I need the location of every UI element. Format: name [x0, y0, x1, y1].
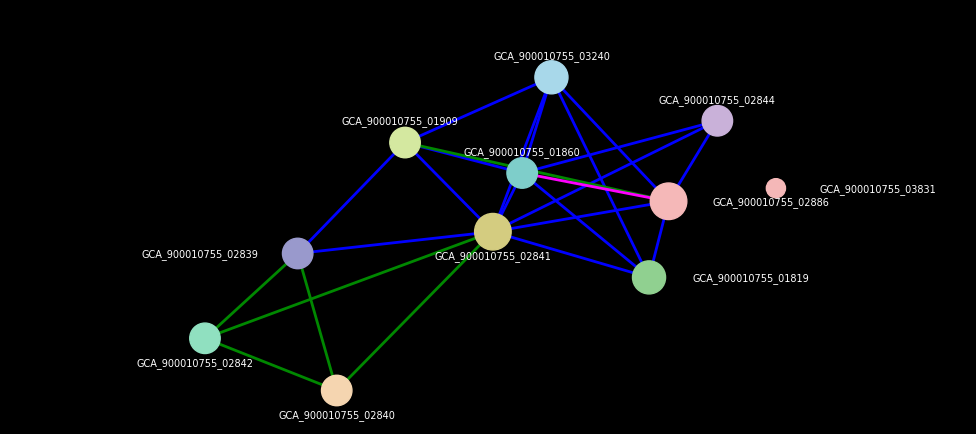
Ellipse shape [535, 62, 568, 95]
Text: GCA_900010755_02886: GCA_900010755_02886 [712, 196, 830, 207]
Text: GCA_900010755_02839: GCA_900010755_02839 [142, 248, 259, 260]
Ellipse shape [282, 239, 313, 269]
Ellipse shape [507, 158, 538, 189]
Text: GCA_900010755_01909: GCA_900010755_01909 [342, 116, 459, 127]
Ellipse shape [632, 261, 666, 294]
Text: GCA_900010755_01860: GCA_900010755_01860 [464, 146, 581, 158]
Text: GCA_900010755_02840: GCA_900010755_02840 [278, 409, 395, 420]
Ellipse shape [389, 128, 421, 158]
Ellipse shape [321, 375, 352, 406]
Ellipse shape [474, 214, 511, 250]
Text: GCA_900010755_01819: GCA_900010755_01819 [693, 272, 810, 283]
Ellipse shape [766, 179, 786, 198]
Text: GCA_900010755_02842: GCA_900010755_02842 [137, 357, 254, 368]
Text: GCA_900010755_03240: GCA_900010755_03240 [493, 51, 610, 62]
Text: GCA_900010755_03831: GCA_900010755_03831 [820, 183, 937, 194]
Ellipse shape [702, 106, 733, 137]
Ellipse shape [189, 323, 221, 354]
Ellipse shape [650, 184, 687, 220]
Text: GCA_900010755_02844: GCA_900010755_02844 [659, 94, 776, 105]
Text: GCA_900010755_02841: GCA_900010755_02841 [434, 250, 551, 262]
